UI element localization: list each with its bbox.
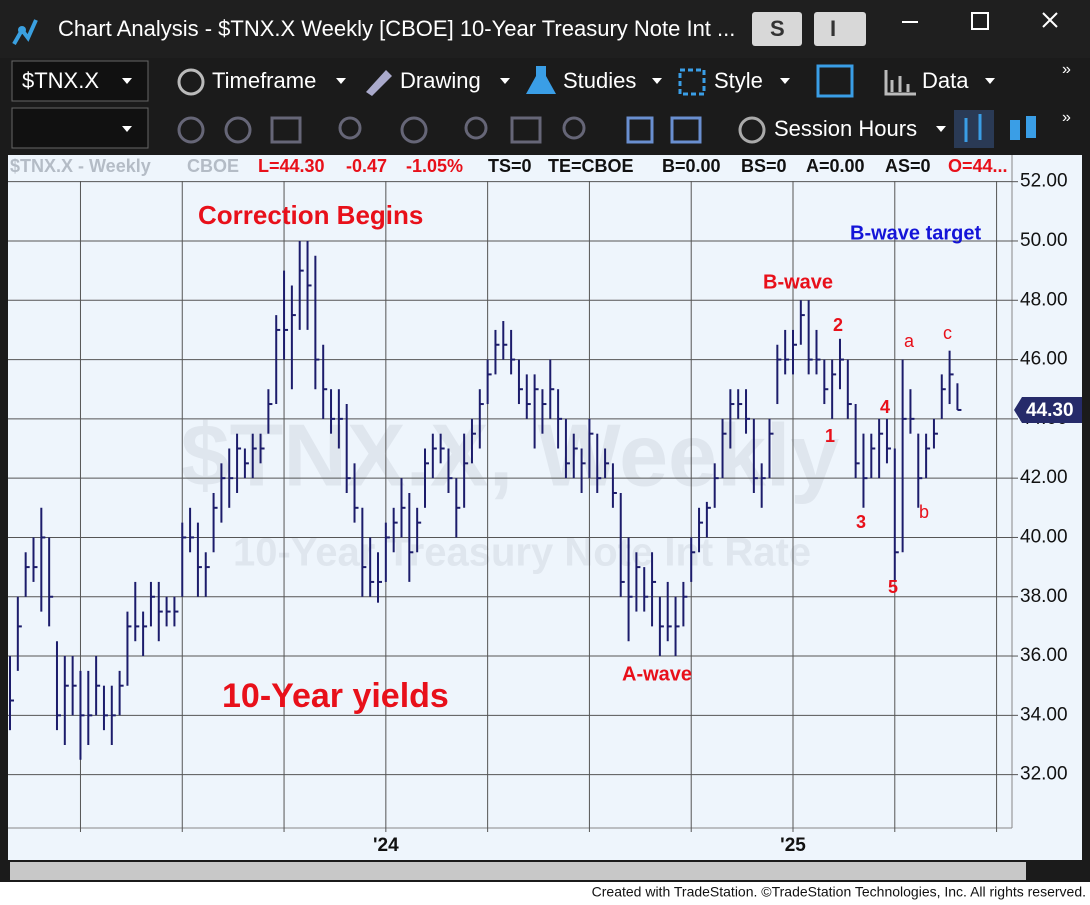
status-item: L=44.30 <box>258 156 325 176</box>
overflow[interactable]: » <box>1062 61 1071 78</box>
dropdown <box>500 78 510 84</box>
title-bar <box>0 0 1090 58</box>
y-tick-label: 38.00 <box>1020 586 1068 607</box>
wave-label: 4 <box>880 397 890 417</box>
last-price-box <box>1014 396 1082 423</box>
y-tick-label: 42.00 <box>1020 467 1068 488</box>
watermark-symbol: $TNX.X, Weekly <box>181 405 840 504</box>
app-icon <box>12 19 38 45</box>
bar-chart-button[interactable] <box>954 110 994 148</box>
status-item: TE=CBOE <box>548 156 634 176</box>
status-item: $TNX.X - Weekly <box>10 156 151 176</box>
status-item: -0.47 <box>346 156 387 176</box>
last-price-label: 44.30 <box>1026 400 1074 421</box>
y-tick-label: 50.00 <box>1020 230 1068 251</box>
x-tick-label: '25 <box>780 835 806 856</box>
toolbar-icons <box>177 116 766 144</box>
session-hours[interactable]: Session Hours <box>774 116 917 141</box>
bar-icon <box>964 114 982 142</box>
dropdown <box>652 78 662 84</box>
drawing-icon <box>366 70 392 96</box>
wave-label: 3 <box>856 512 866 532</box>
dropdown <box>985 78 995 84</box>
y-tick-label: 48.00 <box>1020 289 1068 310</box>
annotation: Correction Begins <box>198 200 423 230</box>
maximize[interactable] <box>971 12 989 30</box>
status-item: O=44... <box>948 156 1008 176</box>
annotation: B-wave target <box>850 222 981 244</box>
y-tick-label: 52.00 <box>1020 171 1068 192</box>
y-tick-label: 32.00 <box>1020 764 1068 785</box>
window-title: Chart Analysis - $TNX.X Weekly [CBOE] 10… <box>58 16 735 41</box>
footer-background <box>0 882 1090 905</box>
dropdown <box>780 78 790 84</box>
dropdown <box>122 126 132 132</box>
y-tick-label: 40.00 <box>1020 526 1068 547</box>
status-item: BS=0 <box>741 156 787 176</box>
footer: Created with TradeStation. ©TradeStation… <box>592 884 1086 900</box>
y-tick-label: 36.00 <box>1020 645 1068 666</box>
dropdown <box>336 78 346 84</box>
status-item: -1.05% <box>406 156 463 176</box>
i-button[interactable] <box>814 12 866 46</box>
y-tick-label: 34.00 <box>1020 704 1068 725</box>
studies-icon <box>526 66 556 94</box>
wave-label: 5 <box>888 577 898 597</box>
wave-label: b <box>919 502 929 522</box>
symbol-box[interactable] <box>11 60 149 102</box>
y-tick-label: 46.00 <box>1020 349 1068 370</box>
status-item: A=0.00 <box>806 156 865 176</box>
data-icon <box>884 70 916 96</box>
symbol: $TNX.X <box>22 68 99 93</box>
price-bars <box>9 240 962 760</box>
i-button-label: I <box>830 16 836 41</box>
annotation: 10-Year yields <box>222 677 449 715</box>
wave-label: 1 <box>825 426 835 446</box>
dropdown <box>936 126 946 132</box>
status-item: TS=0 <box>488 156 532 176</box>
timeframe-icon <box>177 68 205 96</box>
scrollbar-thumb[interactable] <box>10 862 1026 880</box>
annotation: A-wave <box>622 663 692 685</box>
layout-icon[interactable] <box>816 64 854 98</box>
wave-label: a <box>904 331 915 351</box>
s-button[interactable] <box>752 12 802 46</box>
style-icon <box>678 68 706 96</box>
menu-timeframe[interactable]: Timeframe <box>212 68 316 93</box>
wave-label: c <box>943 323 952 343</box>
status-line: $TNX.X - Weekly CBOE L=44.30 -0.47 -1.05% TS=… <box>10 156 1008 176</box>
annotations: Correction Begins 10-Year yields A-wave … <box>198 200 981 715</box>
overflow[interactable]: » <box>1062 109 1071 126</box>
status-item: CBOE <box>187 156 239 176</box>
x-tick-label: '24 <box>373 835 399 856</box>
dropdown <box>122 78 132 84</box>
wave-label: 2 <box>833 315 843 335</box>
close[interactable] <box>1042 12 1058 28</box>
status-item: AS=0 <box>885 156 931 176</box>
status-item: B=0.00 <box>662 156 721 176</box>
s-button-label: S <box>770 16 785 41</box>
menu-data[interactable]: Data <box>922 68 969 93</box>
menu-style[interactable]: Style <box>714 68 763 93</box>
menu-drawing[interactable]: Drawing <box>400 68 481 93</box>
menu-studies[interactable]: Studies <box>563 68 636 93</box>
annotation: B-wave <box>763 271 833 293</box>
candle-icon <box>1010 116 1036 140</box>
grid <box>8 181 1018 832</box>
